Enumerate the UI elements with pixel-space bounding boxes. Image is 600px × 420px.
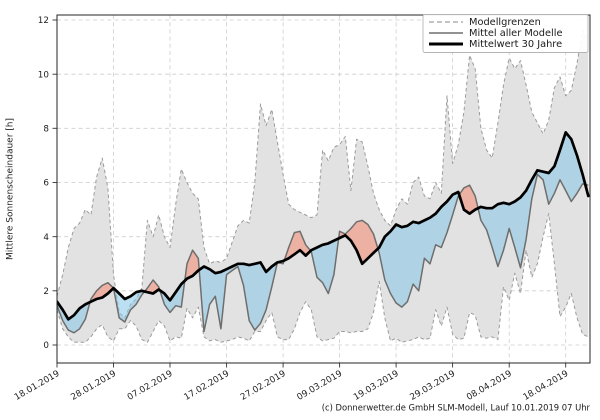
climate-mean-line <box>56 131 590 321</box>
y-tick-label: 6 <box>43 179 49 189</box>
x-tick-label: 17.02.2019 <box>182 369 231 403</box>
x-tick-label: 07.02.2019 <box>126 369 175 403</box>
plot-frame <box>56 14 591 364</box>
y-tick-label: 0 <box>43 341 49 351</box>
x-tick-label: 29.03.2019 <box>408 369 457 403</box>
x-tick-label: 27.02.2019 <box>239 369 288 403</box>
y-tick-label: 2 <box>43 287 49 297</box>
data-layer <box>56 30 590 343</box>
x-tick-label: 09.03.2019 <box>295 369 344 403</box>
y-tick-label: 12 <box>38 16 49 26</box>
x-tick-label: 08.04.2019 <box>465 369 514 403</box>
y-tick-label: 8 <box>43 125 49 135</box>
legend: Modellgrenzen Mittel aller Modelle Mitte… <box>422 14 589 53</box>
legend-label-mittelwert-30-jahre: Mittelwert 30 Jahre <box>469 39 562 50</box>
x-tick-label: 19.03.2019 <box>352 369 401 403</box>
x-tick-label: 18.04.2019 <box>522 369 571 403</box>
legend-label-modellgrenzen: Modellgrenzen <box>469 17 541 28</box>
legend-label-mittel-aller-modelle: Mittel aller Modelle <box>469 28 563 39</box>
x-tick-label: 18.01.2019 <box>13 369 62 403</box>
y-tick-label: 10 <box>38 70 50 80</box>
legend-box <box>422 14 589 53</box>
copyright-footer: (c) Donnerwetter.de GmbH SLM-Modell, Lau… <box>322 403 591 413</box>
y-tick-label: 4 <box>43 233 49 243</box>
y-axis-label: Mittlere Sonnenscheindauer [h] <box>6 118 16 260</box>
x-tick-label: 28.01.2019 <box>69 369 118 403</box>
